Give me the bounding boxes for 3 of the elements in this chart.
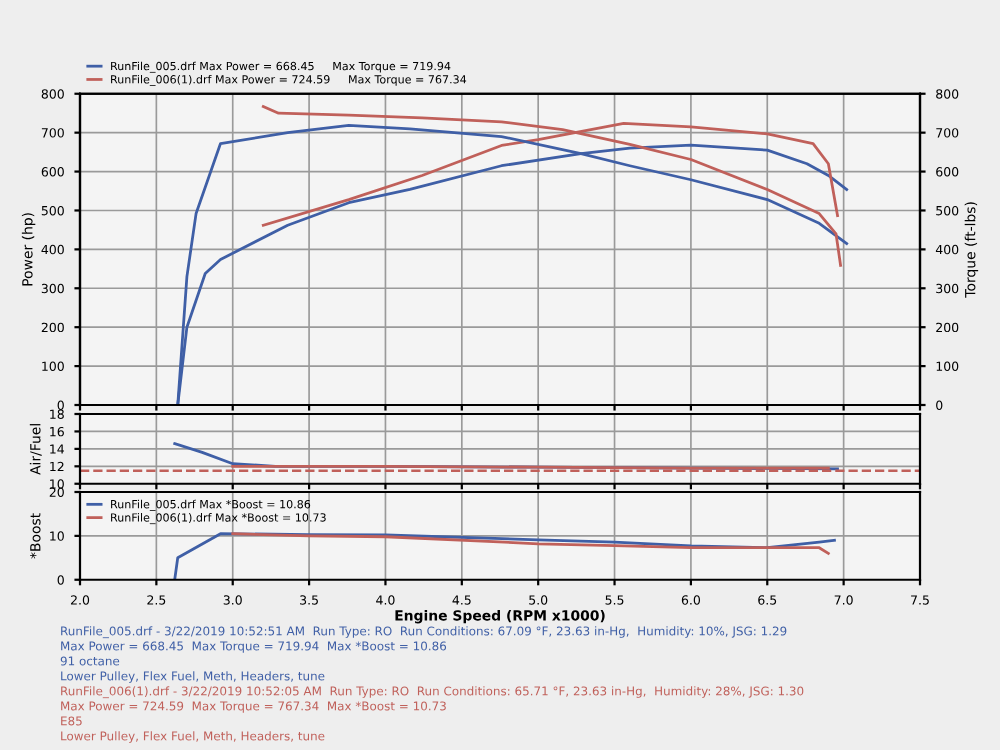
- line-series: [261, 105, 842, 267]
- line-series: [173, 532, 836, 580]
- line-series: [231, 532, 830, 555]
